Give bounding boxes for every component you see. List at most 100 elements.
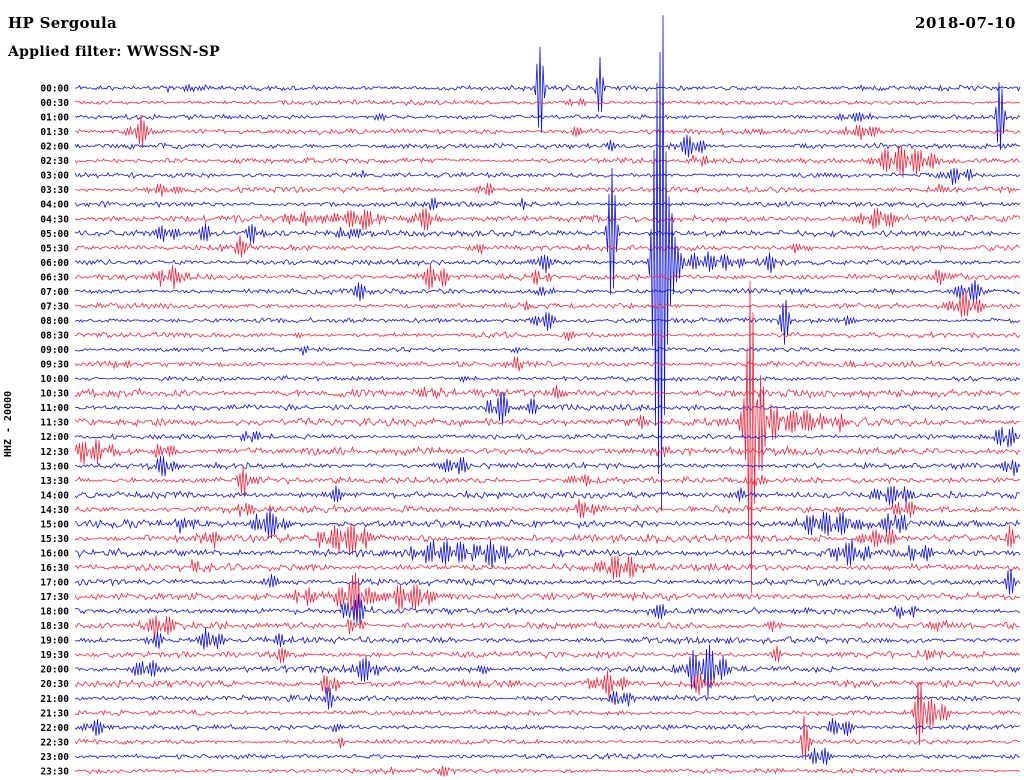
trace-20:30 — [74, 670, 1021, 699]
time-label-04:00: 04:00 — [40, 200, 69, 211]
trace-13:00 — [74, 455, 1021, 477]
filter-label: Applied filter: WWSSN-SP — [8, 44, 220, 60]
trace-19:00 — [74, 627, 1021, 650]
time-label-01:00: 01:00 — [40, 113, 69, 124]
time-label-17:00: 17:00 — [40, 578, 69, 589]
trace-14:30 — [75, 498, 1021, 519]
date-label: 2018-07-10 — [915, 14, 1016, 32]
trace-02:00 — [74, 134, 1021, 158]
trace-16:00 — [74, 538, 1021, 568]
time-label-09:30: 09:30 — [40, 360, 69, 371]
time-label-18:30: 18:30 — [40, 621, 69, 632]
time-label-20:00: 20:00 — [40, 665, 69, 676]
trace-23:30 — [74, 765, 1021, 777]
time-label-12:00: 12:00 — [40, 432, 69, 443]
time-label-04:30: 04:30 — [40, 214, 69, 225]
time-label-08:00: 08:00 — [40, 316, 69, 327]
time-label-22:00: 22:00 — [40, 723, 69, 734]
trace-07:30 — [74, 291, 1021, 317]
time-label-00:00: 00:00 — [40, 84, 69, 95]
trace-10:00 — [74, 374, 1021, 384]
time-label-03:00: 03:00 — [40, 171, 69, 182]
time-label-14:00: 14:00 — [40, 490, 69, 501]
time-label-08:30: 08:30 — [40, 331, 69, 342]
trace-00:00 — [74, 46, 1021, 133]
time-label-11:00: 11:00 — [40, 403, 69, 414]
trace-23:00 — [74, 747, 1021, 765]
time-label-10:00: 10:00 — [40, 374, 69, 385]
trace-07:00 — [74, 279, 1021, 304]
time-label-00:30: 00:30 — [40, 98, 69, 109]
time-label-09:00: 09:00 — [40, 345, 69, 356]
time-label-23:30: 23:30 — [40, 766, 69, 777]
trace-22:30 — [74, 715, 1021, 761]
time-label-13:30: 13:30 — [40, 476, 69, 487]
time-label-03:30: 03:30 — [40, 185, 69, 196]
time-label-20:30: 20:30 — [40, 679, 69, 690]
time-label-19:00: 19:00 — [40, 636, 69, 647]
trace-group — [74, 15, 1021, 777]
trace-03:00 — [74, 168, 1021, 186]
trace-12:00 — [74, 427, 1021, 448]
trace-04:30 — [74, 208, 1021, 231]
trace-16:30 — [74, 556, 1021, 580]
trace-15:00 — [74, 508, 1021, 539]
trace-18:30 — [74, 615, 1021, 641]
time-label-22:30: 22:30 — [40, 737, 69, 748]
time-label-19:30: 19:30 — [40, 650, 69, 661]
time-label-group: 00:00 00:30 01:00 01:30 02:00 02:30 03:00 03:30… — [40, 84, 69, 778]
time-label-02:30: 02:30 — [40, 156, 69, 167]
trace-09:30 — [74, 356, 1021, 372]
time-label-14:30: 14:30 — [40, 505, 69, 516]
trace-10:30 — [74, 385, 1021, 399]
time-label-18:00: 18:00 — [40, 607, 69, 618]
trace-08:00 — [74, 299, 1021, 345]
trace-01:30 — [74, 115, 1021, 147]
trace-21:00 — [74, 687, 1021, 710]
time-label-15:30: 15:30 — [40, 534, 69, 545]
trace-05:00 — [74, 167, 1021, 295]
time-label-06:00: 06:00 — [40, 258, 69, 269]
trace-03:30 — [74, 182, 1021, 197]
time-label-12:30: 12:30 — [40, 447, 69, 458]
trace-18:00 — [74, 593, 1021, 625]
trace-17:30 — [74, 572, 1021, 619]
time-label-02:00: 02:00 — [40, 142, 69, 153]
trace-12:30 — [74, 439, 1021, 465]
time-label-15:00: 15:00 — [40, 519, 69, 530]
trace-19:30 — [74, 645, 1021, 664]
time-label-17:30: 17:30 — [40, 592, 69, 603]
time-label-05:00: 05:00 — [40, 229, 69, 240]
trace-21:30 — [74, 681, 1021, 746]
trace-00:30 — [74, 98, 1021, 108]
trace-06:30 — [74, 264, 1021, 290]
time-label-11:30: 11:30 — [40, 418, 69, 429]
trace-20:00 — [74, 644, 1021, 697]
time-label-07:00: 07:00 — [40, 287, 69, 298]
trace-04:00 — [74, 197, 1021, 211]
time-label-21:30: 21:30 — [40, 708, 69, 719]
trace-02:30 — [74, 145, 1021, 178]
station-title: HP Sergoula — [8, 14, 118, 32]
trace-22:00 — [74, 718, 1021, 737]
time-label-16:30: 16:30 — [40, 563, 69, 574]
trace-11:00 — [74, 391, 1020, 425]
trace-06:00 — [74, 15, 1021, 510]
trace-09:00 — [74, 344, 1021, 356]
time-label-06:30: 06:30 — [40, 272, 69, 283]
trace-05:30 — [74, 235, 1021, 258]
trace-08:30 — [74, 330, 1021, 342]
time-label-23:00: 23:00 — [40, 752, 69, 763]
time-label-05:30: 05:30 — [40, 243, 69, 254]
y-axis-label: HHZ - 20000 — [3, 391, 14, 457]
trace-14:00 — [74, 485, 1021, 506]
time-label-01:30: 01:30 — [40, 127, 69, 138]
time-label-07:30: 07:30 — [40, 301, 69, 312]
time-label-10:30: 10:30 — [40, 389, 69, 400]
trace-17:00 — [74, 568, 1021, 595]
time-label-21:00: 21:00 — [40, 694, 69, 705]
trace-11:30 — [74, 280, 1021, 593]
trace-01:00 — [74, 82, 1021, 151]
